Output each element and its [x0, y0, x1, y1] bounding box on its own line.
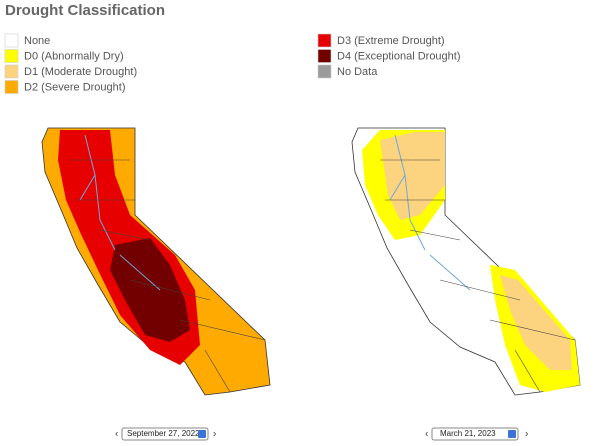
next-arrow[interactable]: › [213, 429, 216, 440]
legend-label: D4 (Exceptional Drought) [337, 50, 461, 62]
legend-swatch [4, 49, 19, 63]
legend-label: No Data [337, 66, 378, 78]
date-label: September 27, 2022 [127, 429, 200, 438]
legend-swatch [4, 33, 19, 48]
date-selector[interactable]: ‹ March 21, 2023 › [425, 427, 528, 441]
d1-south [500, 275, 572, 370]
map-2022 [41, 127, 271, 396]
date-box[interactable] [431, 427, 519, 441]
date-selector[interactable]: ‹ September 27, 2022 › [115, 427, 216, 441]
legend-label: D0 (Abnormally Dry) [24, 50, 124, 62]
legend-swatch [4, 80, 19, 94]
legend-swatch [317, 49, 332, 63]
legend-swatch [317, 33, 332, 48]
prev-arrow[interactable]: ‹ [425, 429, 428, 440]
date-box[interactable] [121, 427, 209, 441]
legend: None D0 (Abnormally Dry) D1 (Moderate Drou… [4, 33, 461, 94]
dropdown-button[interactable] [508, 430, 516, 438]
legend-label: D2 (Severe Drought) [24, 81, 126, 93]
legend-label: None [24, 35, 50, 47]
dropdown-button[interactable] [198, 430, 206, 438]
legend-label: D1 (Moderate Drought) [24, 66, 137, 78]
d4-zone [110, 238, 190, 342]
map-2023 [351, 127, 581, 396]
date-label: March 21, 2023 [440, 429, 496, 438]
d1-north [380, 132, 445, 220]
legend-label: D3 (Extreme Drought) [337, 35, 445, 47]
title: Drought Classification [5, 2, 165, 19]
prev-arrow[interactable]: ‹ [115, 429, 118, 440]
legend-swatch [317, 64, 332, 79]
legend-swatch [4, 64, 19, 79]
next-arrow[interactable]: › [525, 429, 528, 440]
